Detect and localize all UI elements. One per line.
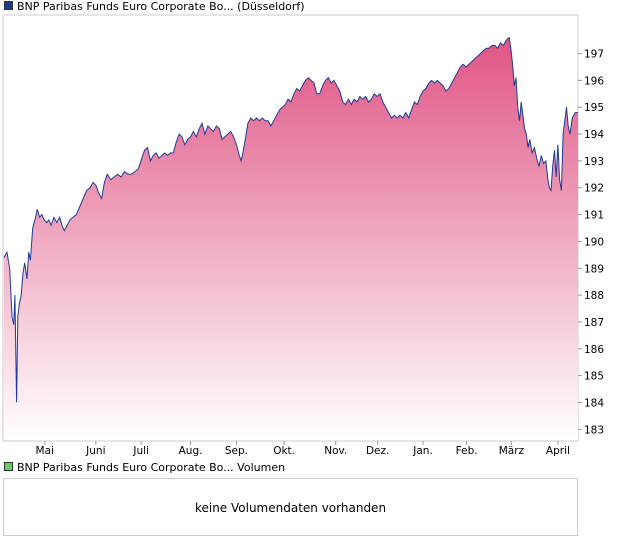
volume-legend-label: BNP Paribas Funds Euro Corporate Bo... V… [17, 461, 286, 474]
x-tick-label: Jan. [412, 445, 433, 457]
y-tick-label: 186 [584, 344, 604, 356]
x-tick-label: April [546, 445, 570, 457]
y-tick-label: 188 [584, 290, 604, 302]
price-legend-swatch [4, 1, 13, 10]
price-legend-label: BNP Paribas Funds Euro Corporate Bo... (… [17, 0, 305, 13]
y-tick-label: 192 [584, 183, 604, 195]
x-tick-label: Juli [132, 445, 149, 457]
y-tick-label: 195 [584, 102, 604, 114]
x-tick-label: Aug. [179, 445, 203, 457]
x-tick-label: Dez. [366, 445, 389, 457]
y-tick-label: 183 [584, 424, 604, 436]
y-axis: 183 184 185 186 187 188 189 190 191 192 193 194 195 1… [578, 49, 604, 436]
y-tick-label: 191 [584, 210, 604, 222]
x-tick-label: Sep. [225, 445, 248, 457]
x-tick-label: Juni [85, 445, 105, 457]
volume-panel: keine Volumendaten vorhanden [3, 478, 578, 536]
x-tick-label: Okt. [273, 445, 295, 457]
x-tick-label: März [499, 445, 525, 457]
x-axis: Mai Juni Juli Aug. Sep. Okt. Nov. Dez. Jan. Feb. M… [36, 441, 570, 457]
price-line [3, 36, 578, 403]
price-chart: 183 184 185 186 187 188 189 190 191 192 193 194 195 1… [2, 14, 604, 457]
x-tick-label: Mai [36, 445, 54, 457]
volume-legend: BNP Paribas Funds Euro Corporate Bo... V… [4, 461, 285, 475]
y-tick-label: 185 [584, 371, 604, 383]
y-tick-label: 187 [584, 317, 604, 329]
y-tick-label: 193 [584, 156, 604, 168]
y-tick-label: 184 [584, 397, 604, 409]
y-tick-label: 196 [584, 75, 604, 87]
price-legend: BNP Paribas Funds Euro Corporate Bo... (… [4, 0, 305, 14]
volume-legend-swatch [4, 462, 13, 471]
y-tick-label: 197 [584, 49, 604, 61]
y-tick-label: 190 [584, 236, 604, 248]
y-tick-label: 194 [584, 129, 604, 141]
x-tick-label: Feb. [456, 445, 478, 457]
y-tick-label: 189 [584, 263, 604, 275]
no-volume-message: keine Volumendaten vorhanden [194, 501, 387, 515]
x-tick-label: Nov. [324, 445, 347, 457]
price-area [4, 37, 578, 440]
